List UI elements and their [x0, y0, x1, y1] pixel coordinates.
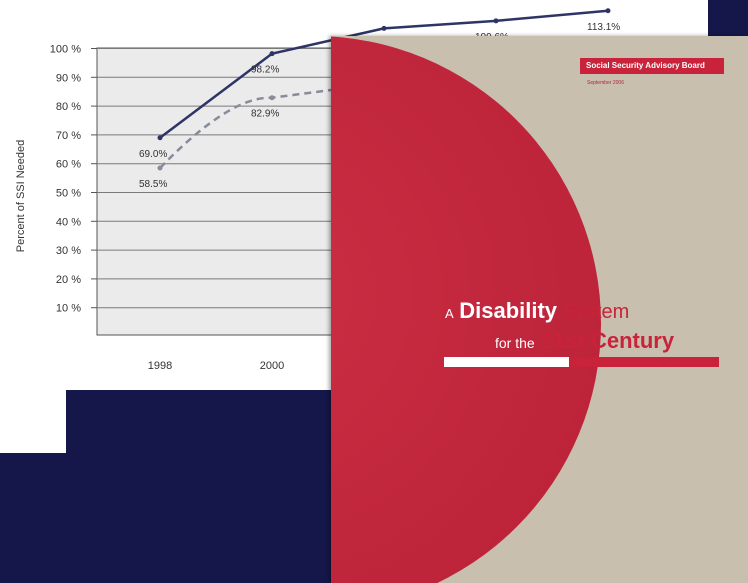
data-label: 98.2% — [251, 65, 279, 76]
navy-background-block — [66, 390, 336, 460]
cover-white-bar — [444, 357, 569, 367]
cover-title-line2: for the 21st Century — [495, 328, 674, 356]
cover-title-a: A — [445, 306, 454, 321]
y-tick-label: 20 % — [56, 274, 81, 286]
data-label: 113.1% — [587, 22, 620, 33]
y-tick-label: 60 % — [56, 159, 81, 171]
report-cover: Social Security Advisory Board September… — [331, 36, 748, 583]
x-tick-label: 1998 — [148, 360, 172, 372]
cover-date: September 2006 — [587, 80, 624, 86]
data-label: 69.0% — [139, 149, 167, 160]
y-tick-label: 50 % — [56, 188, 81, 200]
navy-background-block — [708, 0, 748, 36]
cover-title-line1: A Disability System — [445, 298, 629, 327]
dashed-series-point — [269, 95, 275, 101]
data-label: 82.9% — [251, 109, 279, 120]
y-tick-label: 90 % — [56, 72, 81, 84]
y-tick-label: 80 % — [56, 101, 81, 113]
solid-series-point — [269, 51, 275, 57]
navy-background-block — [0, 453, 336, 583]
x-tick-label: 2000 — [260, 360, 284, 372]
cover-title-disability: Disability — [459, 298, 558, 323]
y-tick-label: 40 % — [56, 216, 81, 228]
y-axis-title: Percent of SSI Needed — [15, 140, 27, 253]
cover-banner: Social Security Advisory Board — [580, 58, 724, 74]
solid-series-point — [605, 8, 611, 14]
solid-series-point — [493, 18, 499, 24]
solid-series-point — [381, 25, 387, 31]
y-axis: 10 % 20 % 30 % 40 % 50 % 60 % 70 % 80 % 90 % 100 … — [50, 44, 97, 315]
dashed-series-point — [157, 165, 163, 171]
cover-red-bar — [569, 357, 719, 367]
data-label: 58.5% — [139, 179, 167, 190]
cover-title-for-the: for the — [495, 335, 535, 351]
y-tick-label: 30 % — [56, 245, 81, 257]
y-tick-label: 100 % — [50, 44, 81, 56]
dashed-series-line — [159, 81, 385, 169]
cover-title-century: 21st Century — [540, 328, 675, 353]
y-tick-label: 70 % — [56, 130, 81, 142]
solid-series-point — [157, 135, 163, 141]
y-tick-label: 10 % — [56, 303, 81, 315]
x-axis: 1998 2000 — [148, 360, 284, 372]
cover-title-system: System — [562, 301, 630, 323]
